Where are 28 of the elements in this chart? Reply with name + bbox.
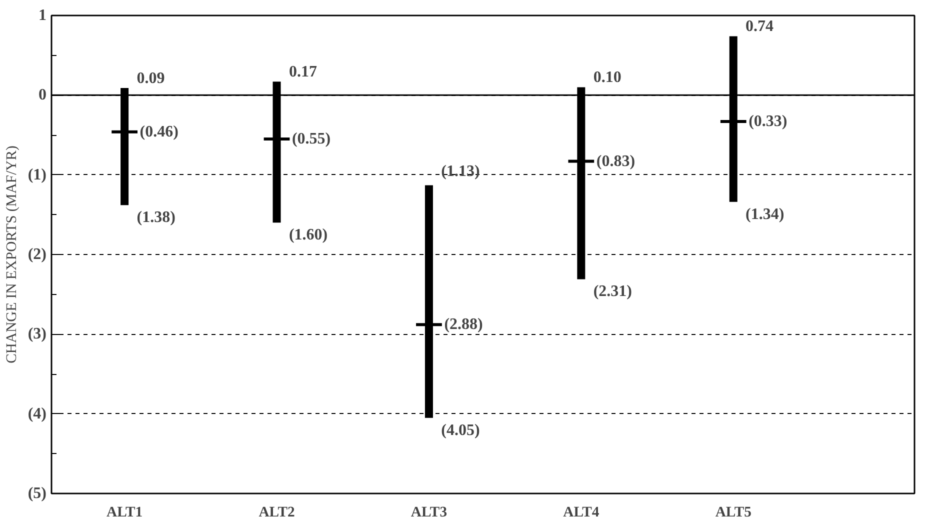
annotation: 0.09 <box>136 70 165 87</box>
x-tick-label: ALT1 <box>106 504 143 520</box>
y-tick-label: (5) <box>28 485 46 502</box>
annotation: (1.38) <box>136 209 176 226</box>
x-tick-label: ALT3 <box>410 504 448 520</box>
x-tick-label: ALT4 <box>563 504 600 520</box>
y-tick-label: 1 <box>38 7 46 24</box>
y-tick-label: (4) <box>28 405 46 422</box>
x-tick-label: ALT5 <box>715 504 752 520</box>
annotation: (0.55) <box>292 130 331 148</box>
annotation: (0.83) <box>596 152 636 170</box>
annotation: 0.17 <box>288 64 317 81</box>
annotation: (0.46) <box>140 123 178 140</box>
annotation: 0.74 <box>746 18 774 36</box>
y-tick-label: (1) <box>28 166 46 184</box>
annotation: (1.60) <box>288 226 328 244</box>
annotation: 0.10 <box>593 69 622 86</box>
y-tick-label: (3) <box>28 326 46 343</box>
y-tick-label: (2) <box>28 246 46 263</box>
y-axis-title: CHANGE IN EXPORTS (MAF/YR) <box>4 146 20 364</box>
annotation: (1.34) <box>746 206 784 223</box>
annotation: (0.33) <box>748 112 788 130</box>
annotation: (4.05) <box>441 422 480 439</box>
y-tick-label: 0 <box>38 86 46 104</box>
annotation: (2.31) <box>593 283 632 300</box>
annotation: (2.88) <box>444 316 483 334</box>
x-tick-label: ALT2 <box>258 504 295 520</box>
annotation: (1.13) <box>441 163 480 180</box>
